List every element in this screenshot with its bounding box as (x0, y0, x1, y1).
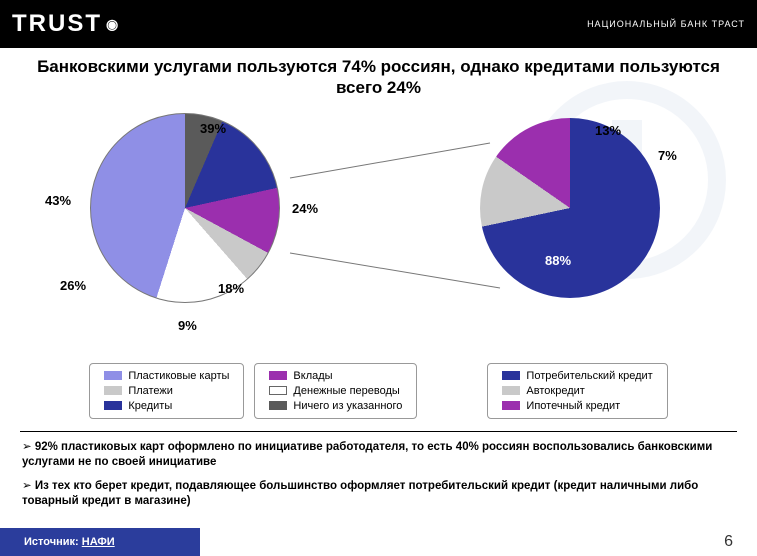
logo-mark: ◉ (106, 16, 120, 33)
legend-label: Пластиковые карты (128, 370, 229, 382)
legend-item: Пластиковые карты (104, 370, 229, 382)
pie-slice-label: 9% (178, 318, 197, 333)
legend-row: Пластиковые карты Платежи Кредиты Вклады Де… (0, 359, 757, 423)
header-subtitle: НАЦИОНАЛЬНЫЙ БАНК ТРАСТ (587, 19, 745, 29)
logo-text: TRUST (12, 10, 102, 38)
logo: TRUST ◉ (12, 10, 120, 38)
page-number: 6 (724, 533, 733, 551)
legend-item: Ничего из указанного (269, 400, 402, 412)
bullet-arrow-icon: ➢ (22, 441, 35, 453)
legend-swatch (502, 371, 520, 380)
legend-swatch (104, 371, 122, 380)
page-title: Банковскими услугами пользуются 74% росс… (0, 48, 757, 103)
pie-slice-label: 7% (658, 148, 677, 163)
bullet-list: ➢ 92% пластиковых карт оформлено по иниц… (0, 436, 757, 522)
legend-swatch (104, 386, 122, 395)
legend-item: Ипотечный кредит (502, 400, 652, 412)
pie-slice-label: 18% (218, 281, 244, 296)
legend-item: Платежи (104, 385, 229, 397)
header-bar: TRUST ◉ НАЦИОНАЛЬНЫЙ БАНК ТРАСТ (0, 0, 757, 48)
legend-swatch (502, 401, 520, 410)
legend-item: Автокредит (502, 385, 652, 397)
pie-slice-label: 13% (595, 123, 621, 138)
pie-slice-label: 43% (45, 193, 71, 208)
legend-box-right: Потребительский кредит Автокредит Ипотечны… (487, 363, 667, 419)
legend-label: Ипотечный кредит (526, 400, 620, 412)
footer: Источник: НАФИ 6 (0, 528, 757, 556)
legend-label: Потребительский кредит (526, 370, 652, 382)
pie-slice-label: 88% (545, 253, 571, 268)
charts-area: 39% 24% 18% 9% 26% 43% 88% 13% 7% (0, 103, 757, 353)
pie-slice-label: 26% (60, 278, 86, 293)
legend-label: Кредиты (128, 400, 172, 412)
pie-chart-left (90, 113, 280, 303)
pie-slice-label: 39% (200, 121, 226, 136)
legend-item: Вклады (269, 370, 402, 382)
legend-swatch (269, 371, 287, 380)
legend-item: Потребительский кредит (502, 370, 652, 382)
bullet-item: ➢ 92% пластиковых карт оформлено по иниц… (22, 440, 735, 471)
source-text: Источник: НАФИ (24, 536, 115, 548)
bullet-arrow-icon: ➢ (22, 480, 35, 492)
legend-label: Ничего из указанного (293, 400, 402, 412)
divider (20, 431, 737, 432)
legend-label: Автокредит (526, 385, 584, 397)
legend-swatch (269, 401, 287, 410)
legend-label: Вклады (293, 370, 332, 382)
legend-swatch (502, 386, 520, 395)
bullet-item: ➢ Из тех кто берет кредит, подавляющее б… (22, 479, 735, 510)
legend-item: Денежные переводы (269, 385, 402, 397)
legend-label: Денежные переводы (293, 385, 399, 397)
legend-box-mid: Вклады Денежные переводы Ничего из указанн… (254, 363, 417, 419)
pie-slice-label: 24% (292, 201, 318, 216)
pie-chart-right (480, 118, 660, 298)
legend-item: Кредиты (104, 400, 229, 412)
legend-label: Платежи (128, 385, 173, 397)
legend-swatch (104, 401, 122, 410)
legend-swatch (269, 386, 287, 395)
legend-box-left: Пластиковые карты Платежи Кредиты (89, 363, 244, 419)
